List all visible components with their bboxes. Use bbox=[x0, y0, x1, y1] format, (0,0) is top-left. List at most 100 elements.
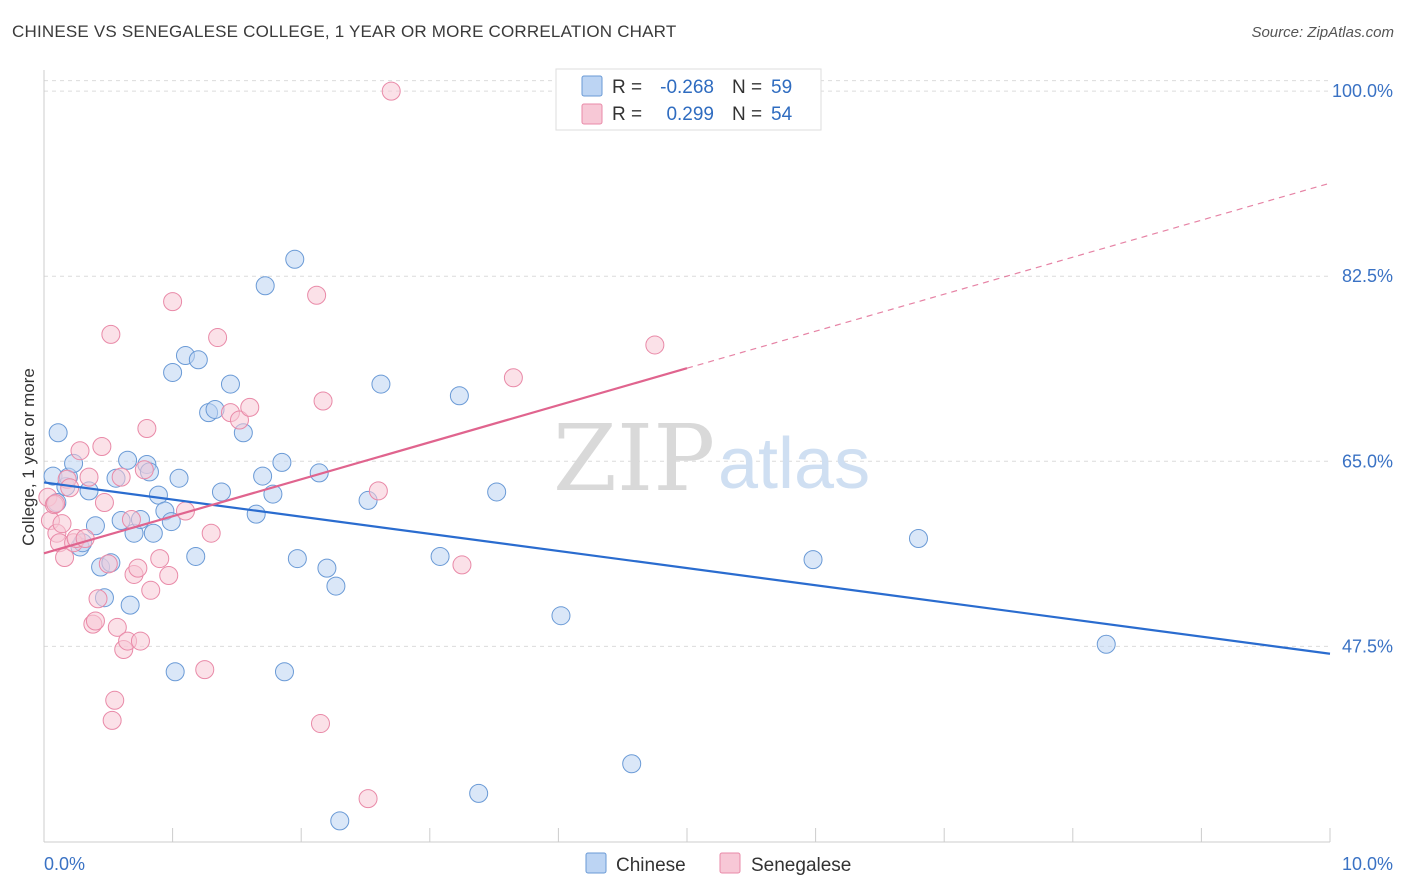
chinese-point bbox=[118, 450, 138, 470]
senegalese-point bbox=[381, 81, 401, 101]
senegalese-point bbox=[159, 566, 179, 586]
correlation-legend: R = -0.268 N = 59 R = 0.299 N = 54 bbox=[555, 68, 822, 131]
senegalese-point bbox=[98, 554, 118, 574]
chinese-trendline bbox=[43, 481, 1331, 655]
senegalese-point bbox=[240, 397, 260, 417]
chinese-point bbox=[487, 482, 507, 502]
senegalese-point bbox=[358, 789, 378, 809]
legend-senegalese-n-value: 54 bbox=[771, 104, 793, 125]
y-tick-label: 65.0% bbox=[1342, 451, 1393, 471]
y-tick-label: 47.5% bbox=[1342, 636, 1393, 656]
legend-chinese-n-value: 59 bbox=[771, 77, 792, 98]
chinese-point bbox=[326, 576, 346, 596]
senegalese-point bbox=[111, 467, 131, 487]
senegalese-point bbox=[128, 558, 148, 578]
x-tick-label-min: 0.0% bbox=[44, 854, 85, 874]
chinese-point bbox=[449, 386, 469, 406]
chinese-point bbox=[469, 783, 489, 803]
senegalese-point bbox=[201, 523, 221, 543]
chinese-point bbox=[220, 374, 240, 394]
legend-senegalese-r-label: R = bbox=[612, 104, 642, 125]
watermark-zip: ZIP bbox=[553, 405, 715, 512]
chinese-point bbox=[186, 546, 206, 566]
senegalese-point bbox=[134, 460, 154, 480]
senegalese-point bbox=[88, 589, 108, 609]
chinese-point bbox=[551, 606, 571, 626]
chinese-point bbox=[205, 399, 225, 419]
senegalese-point bbox=[92, 436, 112, 456]
watermark-atlas: atlas bbox=[718, 424, 870, 504]
senegalese-point bbox=[163, 292, 183, 312]
senegalese-point bbox=[137, 419, 157, 439]
chinese-point bbox=[803, 550, 823, 570]
chinese-point bbox=[253, 466, 273, 486]
chinese-point bbox=[188, 350, 208, 370]
senegalese-point bbox=[313, 391, 333, 411]
chinese-point bbox=[285, 249, 305, 269]
chinese-point bbox=[163, 362, 183, 382]
senegalese-trendline-projection bbox=[686, 182, 1331, 369]
senegalese-point bbox=[195, 660, 215, 680]
bottom-legend-swatch-senegalese bbox=[719, 852, 741, 874]
senegalese-point bbox=[102, 710, 122, 730]
bottom-legend-swatch-chinese bbox=[585, 852, 607, 874]
y-tick-label: 82.5% bbox=[1342, 266, 1393, 286]
senegalese-point bbox=[52, 514, 72, 534]
trend-layer bbox=[43, 182, 1331, 655]
senegalese-point bbox=[94, 493, 114, 513]
chinese-point bbox=[148, 485, 168, 505]
senegalese-point bbox=[55, 548, 75, 568]
chinese-point bbox=[371, 374, 391, 394]
series-legend: Chinese Senegalese bbox=[585, 852, 851, 876]
chinese-point bbox=[120, 595, 140, 615]
senegalese-point bbox=[452, 555, 472, 575]
chinese-point bbox=[274, 662, 294, 682]
senegalese-point bbox=[46, 494, 66, 514]
legend-chinese-n-label: N = bbox=[732, 77, 762, 98]
senegalese-point bbox=[70, 441, 90, 461]
chart-title: CHINESE VS SENEGALESE COLLEGE, 1 YEAR OR… bbox=[12, 22, 677, 41]
y-tick-label: 100.0% bbox=[1332, 81, 1393, 101]
tick-labels: 47.5% 65.0% 82.5% 100.0% 0.0% 10.0% bbox=[44, 81, 1393, 874]
legend-swatch-senegalese bbox=[581, 103, 603, 125]
senegalese-point bbox=[75, 528, 95, 548]
points-layer bbox=[38, 81, 1116, 831]
chinese-point bbox=[287, 549, 307, 569]
chinese-point bbox=[1096, 634, 1116, 654]
chinese-point bbox=[165, 662, 185, 682]
legend-senegalese-n-label: N = bbox=[732, 104, 762, 125]
legend-chinese-r-value: -0.268 bbox=[660, 77, 714, 98]
senegalese-point bbox=[150, 549, 170, 569]
chinese-point bbox=[169, 468, 189, 488]
senegalese-point bbox=[645, 335, 665, 355]
legend-swatch-chinese bbox=[581, 75, 603, 97]
senegalese-point bbox=[85, 611, 105, 631]
chinese-point bbox=[211, 482, 231, 502]
chinese-point bbox=[48, 423, 68, 443]
chinese-point bbox=[85, 516, 105, 536]
chinese-point bbox=[143, 523, 163, 543]
senegalese-point bbox=[307, 285, 327, 305]
grid-layer bbox=[44, 80, 1330, 647]
senegalese-point bbox=[101, 324, 121, 344]
y-axis-title: College, 1 year or more bbox=[19, 368, 38, 546]
chinese-point bbox=[255, 276, 275, 296]
senegalese-point bbox=[141, 580, 161, 600]
source-label: Source: ZipAtlas.com bbox=[1251, 24, 1394, 41]
legend-senegalese-r-value: 0.299 bbox=[666, 104, 714, 125]
bottom-legend-chinese: Chinese bbox=[616, 855, 686, 876]
legend-chinese-r-label: R = bbox=[612, 77, 642, 98]
senegalese-point bbox=[310, 714, 330, 734]
bottom-legend-senegalese: Senegalese bbox=[751, 855, 851, 876]
chinese-point bbox=[622, 754, 642, 774]
senegalese-point bbox=[208, 328, 228, 348]
senegalese-point bbox=[229, 410, 249, 430]
senegalese-point bbox=[130, 631, 150, 651]
x-tick-label-max: 10.0% bbox=[1342, 854, 1393, 874]
chinese-point bbox=[309, 463, 329, 483]
chinese-point bbox=[430, 546, 450, 566]
watermark: ZIP atlas bbox=[553, 405, 870, 512]
chinese-point bbox=[330, 811, 350, 831]
axes-layer bbox=[43, 70, 1331, 843]
